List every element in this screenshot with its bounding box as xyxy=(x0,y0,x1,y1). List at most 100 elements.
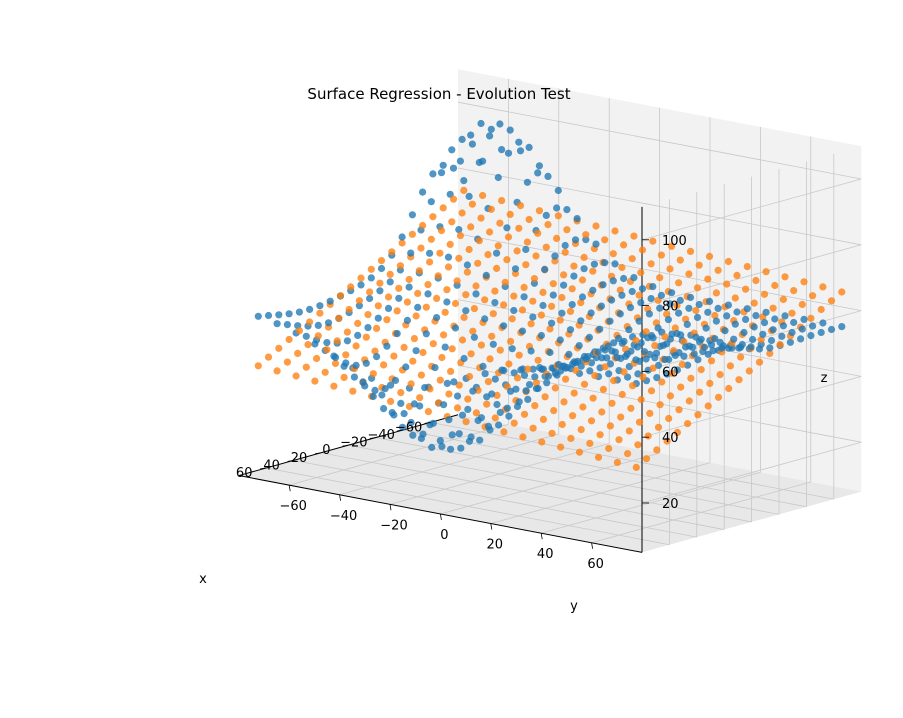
fitted-point xyxy=(714,266,722,274)
observed-point xyxy=(500,322,508,330)
observed-point xyxy=(486,426,494,434)
observed-point xyxy=(357,281,365,289)
observed-point xyxy=(429,419,437,427)
observed-point xyxy=(809,322,817,330)
observed-point xyxy=(529,365,537,373)
observed-point xyxy=(570,272,578,280)
fitted-point xyxy=(750,299,758,307)
grid-line-side-z xyxy=(641,244,862,306)
observed-point xyxy=(771,315,779,323)
observed-point xyxy=(711,335,719,343)
fitted-point xyxy=(716,371,724,379)
fitted-point xyxy=(546,325,554,333)
observed-point xyxy=(479,362,487,370)
observed-point xyxy=(431,364,439,372)
fitted-point xyxy=(534,356,542,364)
fitted-point xyxy=(554,212,562,220)
observed-point xyxy=(709,347,717,355)
fitted-point xyxy=(673,428,682,436)
fitted-point xyxy=(646,409,654,417)
fitted-point xyxy=(599,385,608,393)
observed-point xyxy=(731,320,739,328)
fitted-point xyxy=(383,316,391,324)
observed-point xyxy=(463,261,471,269)
x-tick-label: −20 xyxy=(340,436,367,451)
fitted-point xyxy=(462,291,470,299)
observed-point xyxy=(781,312,789,320)
observed-point xyxy=(470,333,478,341)
fitted-point xyxy=(723,280,731,288)
fitted-point xyxy=(424,408,432,416)
fitted-point xyxy=(507,337,515,345)
fitted-point xyxy=(661,333,669,341)
fitted-point xyxy=(566,307,575,315)
fitted-point xyxy=(637,396,645,404)
observed-point xyxy=(453,392,462,400)
observed-point xyxy=(544,172,552,180)
fitted-point xyxy=(349,387,357,395)
observed-point xyxy=(534,169,542,177)
fitted-point xyxy=(569,412,577,420)
observed-point xyxy=(536,364,544,372)
observed-point xyxy=(749,335,757,344)
fitted-point xyxy=(393,307,401,315)
observed-point xyxy=(451,324,460,332)
observed-point xyxy=(542,211,550,219)
observed-point xyxy=(610,339,618,347)
observed-point xyxy=(683,320,691,328)
fitted-point xyxy=(335,314,343,322)
fitted-point xyxy=(539,288,547,296)
fitted-point xyxy=(419,348,427,357)
y-tick-mark xyxy=(591,542,593,549)
fitted-point xyxy=(445,390,453,398)
fitted-point xyxy=(592,222,600,230)
y-tick-label: 20 xyxy=(487,538,504,553)
x-tick-mark xyxy=(397,429,404,432)
grid-line-floor-x xyxy=(293,459,697,538)
observed-point xyxy=(437,169,446,177)
fitted-point xyxy=(532,252,540,260)
x-tick-mark xyxy=(287,459,294,462)
fitted-point xyxy=(465,372,474,381)
observed-point xyxy=(412,347,420,355)
x-tick-mark xyxy=(342,444,349,447)
fitted-point xyxy=(397,389,405,397)
fitted-point xyxy=(398,239,406,247)
fitted-point xyxy=(561,248,569,256)
observed-point xyxy=(495,421,503,429)
observed-point xyxy=(506,126,514,134)
observed-point xyxy=(522,387,530,395)
observed-point xyxy=(647,295,655,303)
observed-point xyxy=(515,398,523,406)
observed-point xyxy=(606,360,615,368)
fitted-point xyxy=(525,215,533,224)
fitted-point xyxy=(472,409,480,417)
x-tick-mark xyxy=(314,452,322,455)
observed-point xyxy=(460,354,468,363)
observed-point xyxy=(433,314,441,322)
fitted-point xyxy=(684,420,692,428)
fitted-point xyxy=(678,360,686,369)
grid-line-floor-y xyxy=(541,471,761,534)
observed-point xyxy=(458,411,467,419)
fitted-point xyxy=(295,327,303,335)
fitted-point xyxy=(468,200,476,208)
fitted-point xyxy=(589,267,597,275)
chart-title: Surface Regression - Evolution Test xyxy=(307,85,570,103)
observed-point xyxy=(800,315,808,323)
fitted-point xyxy=(671,324,679,332)
fitted-point xyxy=(302,363,310,371)
fitted-point xyxy=(470,305,478,313)
observed-point xyxy=(426,249,434,257)
fitted-point xyxy=(518,306,527,314)
fitted-point xyxy=(523,238,532,246)
observed-point xyxy=(302,332,310,340)
fitted-point xyxy=(668,369,676,377)
observed-point xyxy=(493,249,501,257)
observed-point xyxy=(613,353,621,362)
fitted-point xyxy=(443,286,451,294)
observed-point xyxy=(493,400,501,409)
observed-point xyxy=(491,299,499,307)
y-tick-mark xyxy=(288,485,291,492)
fitted-point xyxy=(429,213,437,221)
